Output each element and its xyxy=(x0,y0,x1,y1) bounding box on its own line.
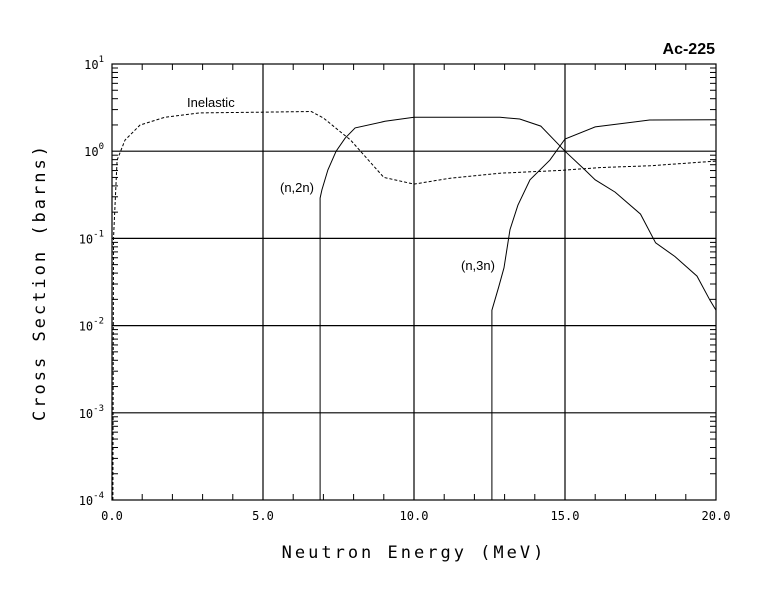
chart-title: Ac-225 xyxy=(663,41,716,58)
x-tick-label: 20.0 xyxy=(702,509,731,523)
y-axis-label: Cross Section (barns) xyxy=(30,143,50,421)
series-line-n3n xyxy=(491,119,717,500)
annotation-n2n: (n,2n) xyxy=(280,180,314,195)
y-tick-label: 100 xyxy=(84,142,104,159)
x-tick-label: 15.0 xyxy=(551,509,580,523)
y-tick-label: 10-4 xyxy=(79,491,104,508)
x-tick-label: 0.0 xyxy=(101,509,123,523)
x-tick-labels: 0.0 5.0 10.0 15.0 20.0 xyxy=(101,509,730,523)
axis-ticks xyxy=(112,64,716,500)
y-tick-label: 10-2 xyxy=(79,317,104,334)
y-tick-label: 10-3 xyxy=(79,404,104,421)
x-tick-label: 10.0 xyxy=(400,509,429,523)
y-tick-label: 101 xyxy=(84,55,104,72)
y-tick-label: 10-1 xyxy=(79,229,104,246)
annotation-n3n: (n,3n) xyxy=(461,258,495,273)
annotation-inelastic: Inelastic xyxy=(187,95,235,110)
series-line-inelastic xyxy=(112,110,717,501)
series-group xyxy=(112,110,717,501)
grid xyxy=(112,64,716,500)
y-tick-labels: 101 100 10-1 10-2 10-3 10-4 xyxy=(79,55,104,508)
x-tick-label: 5.0 xyxy=(252,509,274,523)
series-line-n2n xyxy=(319,116,717,500)
plot-frame xyxy=(111,63,717,501)
x-axis-label: Neutron Energy (MeV) xyxy=(282,543,547,563)
